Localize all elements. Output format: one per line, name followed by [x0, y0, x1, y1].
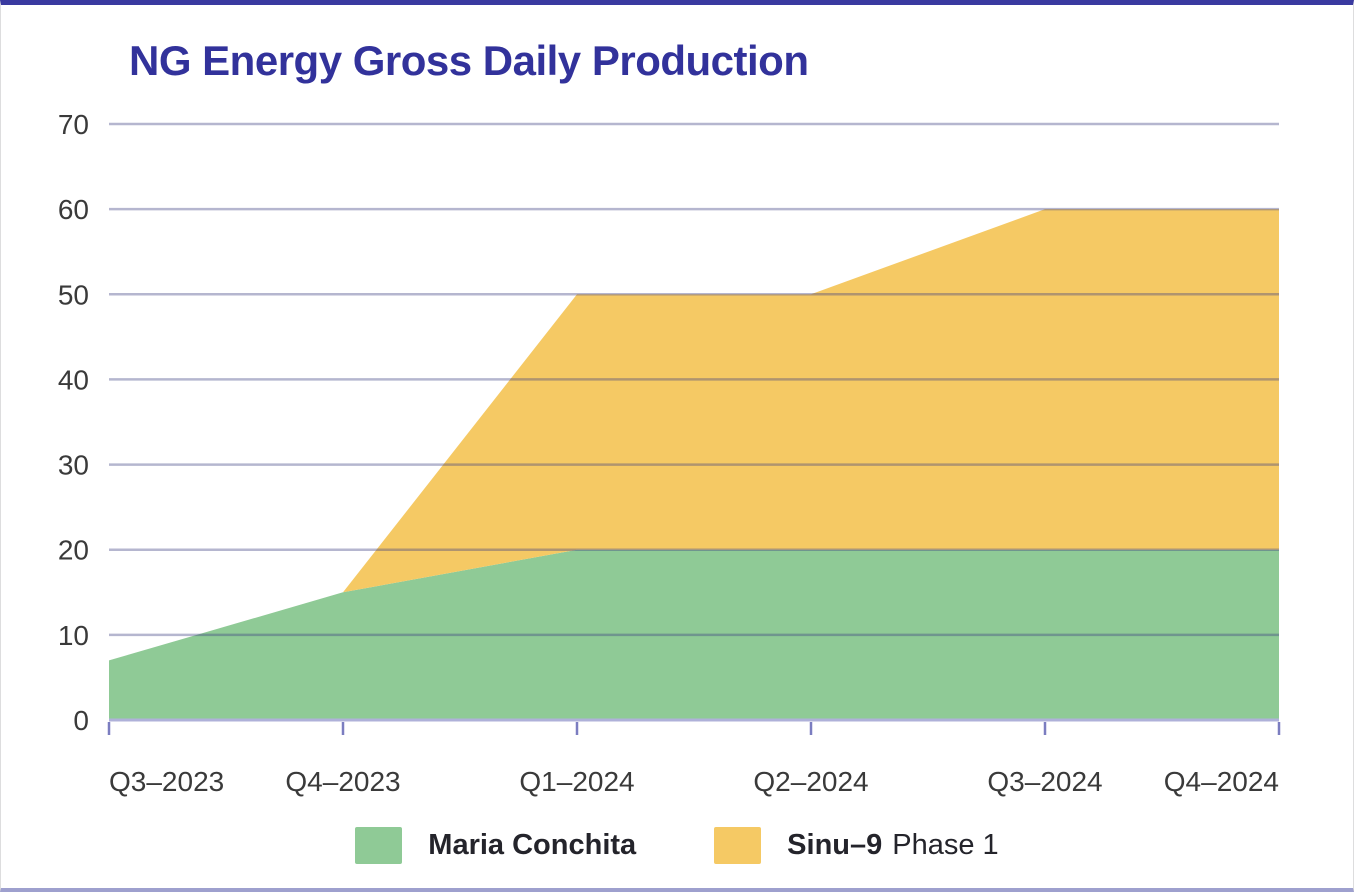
legend-item-sinu-9[interactable]: Sinu–9 Phase 1: [714, 827, 999, 864]
legend-sublabel-sinu-9: Phase 1: [892, 829, 999, 861]
x-axis-label: Q4–2023: [285, 766, 400, 797]
area-sinu-9: [109, 209, 1279, 661]
legend-swatch-maria-conchita: [355, 827, 403, 864]
y-axis-label: 70: [58, 109, 89, 140]
chart-title: NG Energy Gross Daily Production: [129, 37, 809, 84]
x-axis-label: Q2–2024: [753, 766, 868, 797]
y-axis-label: 20: [58, 535, 89, 566]
legend-item-maria-conchita[interactable]: Maria Conchita: [355, 827, 636, 864]
y-axis-label: 0: [73, 705, 89, 736]
y-axis-label: 10: [58, 620, 89, 651]
legend-label-maria-conchita: Maria Conchita: [428, 829, 637, 861]
x-axis-label: Q3–2024: [987, 766, 1102, 797]
y-axis-label: 30: [58, 450, 89, 481]
y-axis-label: 60: [58, 194, 89, 225]
stacked-area-chart: 0 10 20 30 40 50 60 70 Q3–2023 Q4–2023 Q1–2024 Q2–2…: [58, 109, 1281, 797]
legend-label-sinu-9: Sinu–9: [787, 829, 883, 861]
y-axis-label: 40: [58, 364, 89, 395]
legend-swatch-sinu-9: [714, 827, 762, 864]
x-axis-label: Q4–2024: [1164, 766, 1279, 797]
x-axis-label: Q3–2023: [109, 766, 224, 797]
x-axis-label: Q1–2024: [519, 766, 634, 797]
area-maria-conchita: [109, 549, 1279, 720]
y-axis-label: 50: [58, 279, 89, 310]
legend: Maria Conchita Sinu–9 Phase 1: [1, 827, 1353, 864]
